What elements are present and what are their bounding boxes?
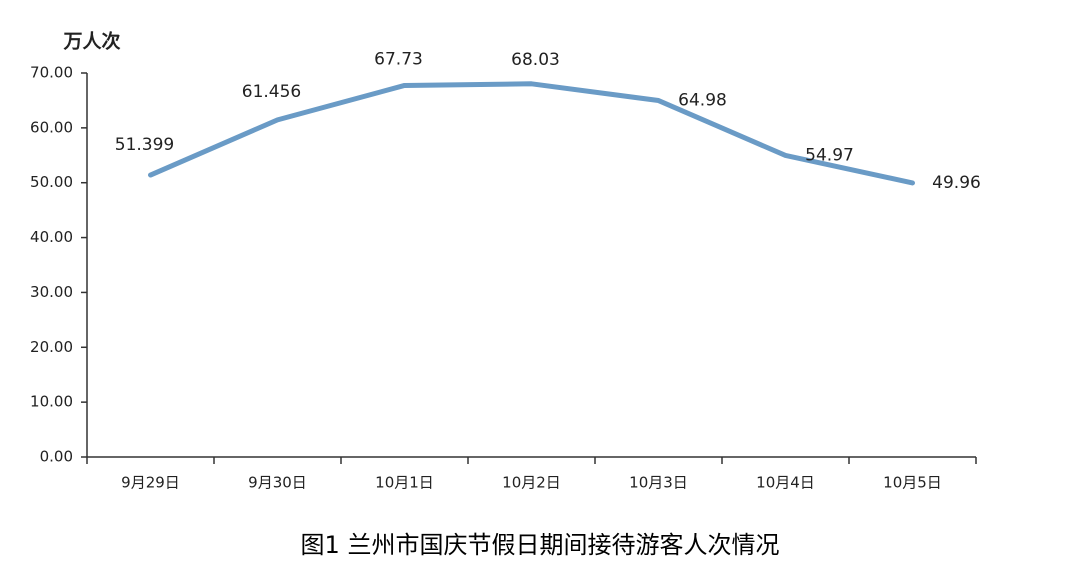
data-label: 64.98 xyxy=(678,91,727,111)
data-label: 51.399 xyxy=(115,135,174,155)
y-tick-label: 70.00 xyxy=(30,64,73,82)
y-tick-label: 40.00 xyxy=(30,228,73,246)
x-tick-label: 10月2日 xyxy=(502,474,561,492)
x-tick-label: 9月30日 xyxy=(248,474,307,492)
data-label: 54.97 xyxy=(805,145,854,165)
data-label: 61.456 xyxy=(242,82,301,102)
y-tick-label: 50.00 xyxy=(30,173,73,191)
y-tick-label: 0.00 xyxy=(40,448,73,466)
data-label: 49.96 xyxy=(932,173,981,193)
y-tick-label: 30.00 xyxy=(30,283,73,301)
x-tick-label: 9月29日 xyxy=(121,474,180,492)
y-axis-label: 万人次 xyxy=(62,30,120,53)
x-tick-label: 10月1日 xyxy=(375,474,434,492)
y-tick-label: 20.00 xyxy=(30,338,73,356)
x-tick-label: 10月4日 xyxy=(756,474,815,492)
data-label: 67.73 xyxy=(374,49,423,69)
y-tick-label: 60.00 xyxy=(30,118,73,136)
chart-title: 图1 兰州市国庆节假日期间接待游客人次情况 xyxy=(301,531,780,559)
x-tick-label: 10月5日 xyxy=(883,474,942,492)
x-tick-label: 10月3日 xyxy=(629,474,688,492)
y-tick-label: 10.00 xyxy=(30,393,73,411)
data-label: 68.03 xyxy=(511,50,560,70)
line xyxy=(148,81,915,186)
